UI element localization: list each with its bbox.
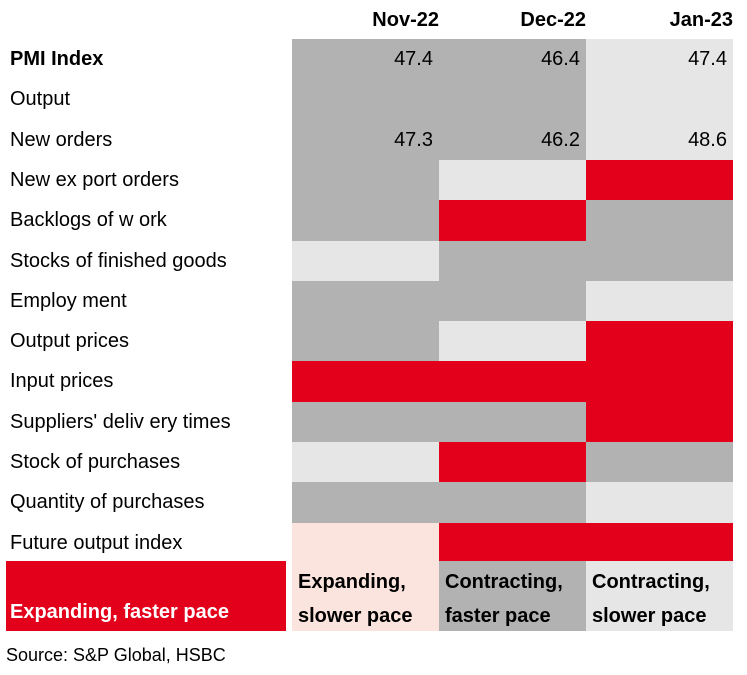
- heat-cell: [292, 281, 439, 322]
- heat-cell: [292, 321, 439, 362]
- row-label: Input prices: [10, 370, 114, 392]
- row-label: PMI Index: [10, 48, 104, 70]
- row-label: Stocks of finished goods: [10, 250, 227, 272]
- heat-cell: 47.3: [292, 120, 439, 161]
- legend-item-contract-faster: Contracting, faster pace: [439, 561, 586, 631]
- legend-label: slower pace: [592, 605, 707, 627]
- heat-cell: [292, 402, 439, 443]
- row-label: Backlogs of w ork: [10, 209, 167, 231]
- heat-cell: [439, 523, 586, 564]
- cell-value: 47.4: [394, 48, 433, 70]
- heat-cell: [292, 361, 439, 402]
- legend-item-contract-slower: Contracting, slower pace: [586, 561, 733, 631]
- heat-cell: [439, 281, 586, 322]
- heat-cell: [439, 442, 586, 483]
- heat-cell: [292, 160, 439, 201]
- heat-cell: 46.4: [439, 39, 586, 80]
- heat-cell: [586, 200, 733, 241]
- heat-cell: 48.6: [586, 120, 733, 161]
- row-label: Output prices: [10, 330, 129, 352]
- heat-cell: [586, 402, 733, 443]
- heat-cell: [439, 482, 586, 523]
- heat-cell: [439, 200, 586, 241]
- cell-value: 47.4: [688, 48, 727, 70]
- heat-cell: [586, 482, 733, 523]
- row-label: Stock of purchases: [10, 451, 181, 473]
- source-note: Source: S&P Global, HSBC: [6, 645, 226, 665]
- legend-label: slower pace: [298, 605, 413, 627]
- legend-label: faster pace: [445, 605, 551, 627]
- cell-value: 48.6: [688, 129, 727, 151]
- column-header: Jan-23: [669, 9, 733, 31]
- column-header: Dec-22: [520, 9, 586, 31]
- heat-cell: [586, 442, 733, 483]
- heat-cell: [292, 200, 439, 241]
- heat-cell: 47.4: [292, 39, 439, 80]
- legend-label: Contracting,: [445, 571, 563, 593]
- heat-cell: [292, 241, 439, 282]
- heat-cell: [292, 79, 439, 120]
- legend-label: Expanding,: [298, 571, 406, 593]
- heat-cell: [439, 79, 586, 120]
- heat-cell: [292, 523, 439, 564]
- row-label: Future output index: [10, 532, 183, 554]
- heat-cell: [586, 79, 733, 120]
- cell-value: 46.2: [541, 129, 580, 151]
- row-label: New orders: [10, 129, 113, 151]
- heat-cell: [586, 160, 733, 201]
- legend-label: Contracting,: [592, 571, 710, 593]
- row-label: Employ ment: [10, 290, 127, 312]
- column-header: Nov-22: [372, 9, 439, 31]
- cell-value: 47.3: [394, 129, 433, 151]
- heat-cell: [439, 160, 586, 201]
- heat-cell: [292, 482, 439, 523]
- heat-cell: [292, 442, 439, 483]
- legend-item-expand-slower: Expanding, slower pace: [292, 561, 439, 631]
- heat-cell: [439, 402, 586, 443]
- heat-cell: [586, 361, 733, 402]
- legend-item-expand-faster: Expanding, faster pace: [6, 561, 286, 631]
- heat-cell: [439, 361, 586, 402]
- row-label: Quantity of purchases: [10, 491, 205, 513]
- cell-value: 46.4: [541, 48, 580, 70]
- heat-cell: [586, 321, 733, 362]
- heat-cell: [586, 281, 733, 322]
- heat-cell: 46.2: [439, 120, 586, 161]
- heat-cell: [439, 321, 586, 362]
- heat-cell: 47.4: [586, 39, 733, 80]
- row-label: New ex port orders: [10, 169, 179, 191]
- heat-cell: [586, 523, 733, 564]
- legend-label: Expanding, faster pace: [10, 601, 229, 623]
- heat-cell: [439, 241, 586, 282]
- row-label: Output: [10, 88, 71, 110]
- heat-cell: [586, 241, 733, 282]
- row-label: Suppliers' deliv ery times: [10, 411, 231, 433]
